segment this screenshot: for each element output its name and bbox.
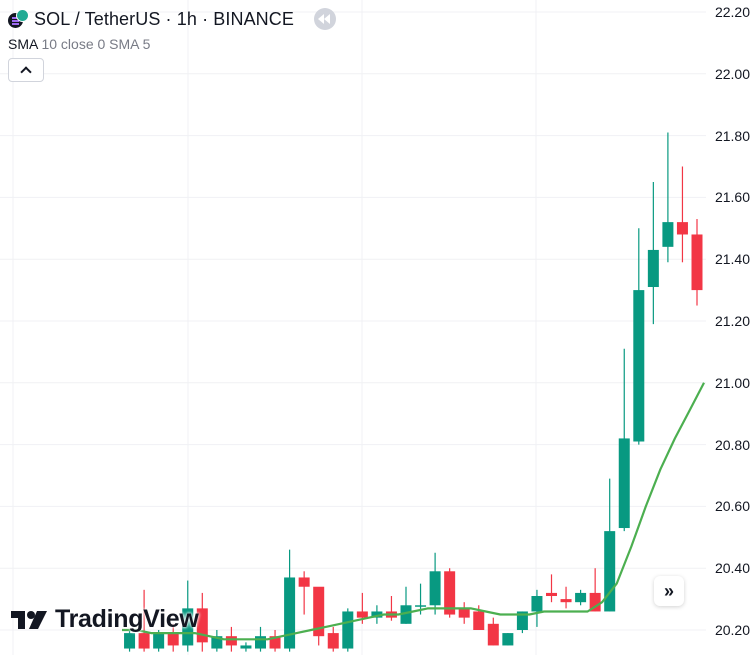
candle: [691, 219, 703, 306]
indicator-params: 10 close 0 SMA 5: [41, 36, 151, 52]
symbol-title[interactable]: SOL / TetherUS · 1h · BINANCE: [34, 8, 294, 29]
chart-legend: SOL / TetherUS · 1h · BINANCE SMA 10 clo…: [8, 6, 336, 82]
candle: [138, 589, 150, 652]
candle: [211, 630, 223, 652]
price-axis-label: 20.20: [714, 622, 750, 638]
candle: [647, 181, 659, 325]
candle: [385, 596, 397, 621]
sma-line: [122, 382, 705, 641]
candle: [298, 571, 310, 615]
price-axis-label: 21.20: [714, 313, 750, 329]
symbol-title-row[interactable]: SOL / TetherUS · 1h · BINANCE: [8, 6, 336, 32]
candle: [458, 602, 470, 624]
tradingview-logo[interactable]: TradingView: [11, 605, 199, 634]
price-axis-label: 21.00: [714, 374, 750, 391]
candle: [429, 552, 441, 615]
candle: [531, 589, 543, 627]
candle: [444, 568, 456, 618]
candle: [546, 574, 557, 603]
scroll-to-realtime-button[interactable]: »: [654, 576, 684, 606]
price-axis-label: 20.40: [714, 560, 750, 577]
price-axis-label: 22.20: [714, 4, 750, 20]
candle: [269, 630, 281, 652]
price-axis-label: 22.00: [714, 65, 750, 82]
candle: [327, 626, 339, 652]
price-axis-label: 21.40: [714, 251, 750, 268]
rewind-icon[interactable]: [314, 8, 336, 30]
candle: [371, 605, 383, 624]
price-axis-label: 20.80: [714, 436, 750, 453]
candle: [124, 630, 136, 652]
candle: [618, 348, 630, 532]
candle: [633, 228, 645, 445]
candle: [589, 568, 601, 612]
candle: [400, 586, 412, 624]
candle: [240, 642, 252, 652]
double-chevron-right-icon: »: [663, 580, 674, 601]
price-axis-label: 20.60: [714, 498, 750, 515]
tradingview-logo-text: TradingView: [55, 605, 199, 633]
candle: [313, 586, 325, 646]
chevron-up-icon: [20, 66, 32, 78]
solana-coin-icon: [8, 9, 29, 29]
candle: [167, 623, 179, 652]
candle: [662, 132, 674, 263]
candle: [604, 478, 616, 612]
indicator-name: SMA: [8, 36, 38, 52]
candle: [575, 589, 587, 606]
collapse-legend-button[interactable]: [8, 58, 44, 82]
candle: [560, 586, 572, 609]
candle: [487, 617, 499, 646]
indicator-legend[interactable]: SMA 10 close 0 SMA 5: [8, 36, 336, 52]
price-axis-label: 21.60: [714, 189, 750, 206]
candle: [676, 166, 688, 263]
candle: [502, 633, 514, 646]
candle: [196, 592, 208, 652]
tradingview-logo-icon: [11, 610, 47, 629]
candle: [182, 580, 194, 652]
price-axis-label: 21.80: [714, 127, 750, 144]
candle: [342, 608, 354, 652]
